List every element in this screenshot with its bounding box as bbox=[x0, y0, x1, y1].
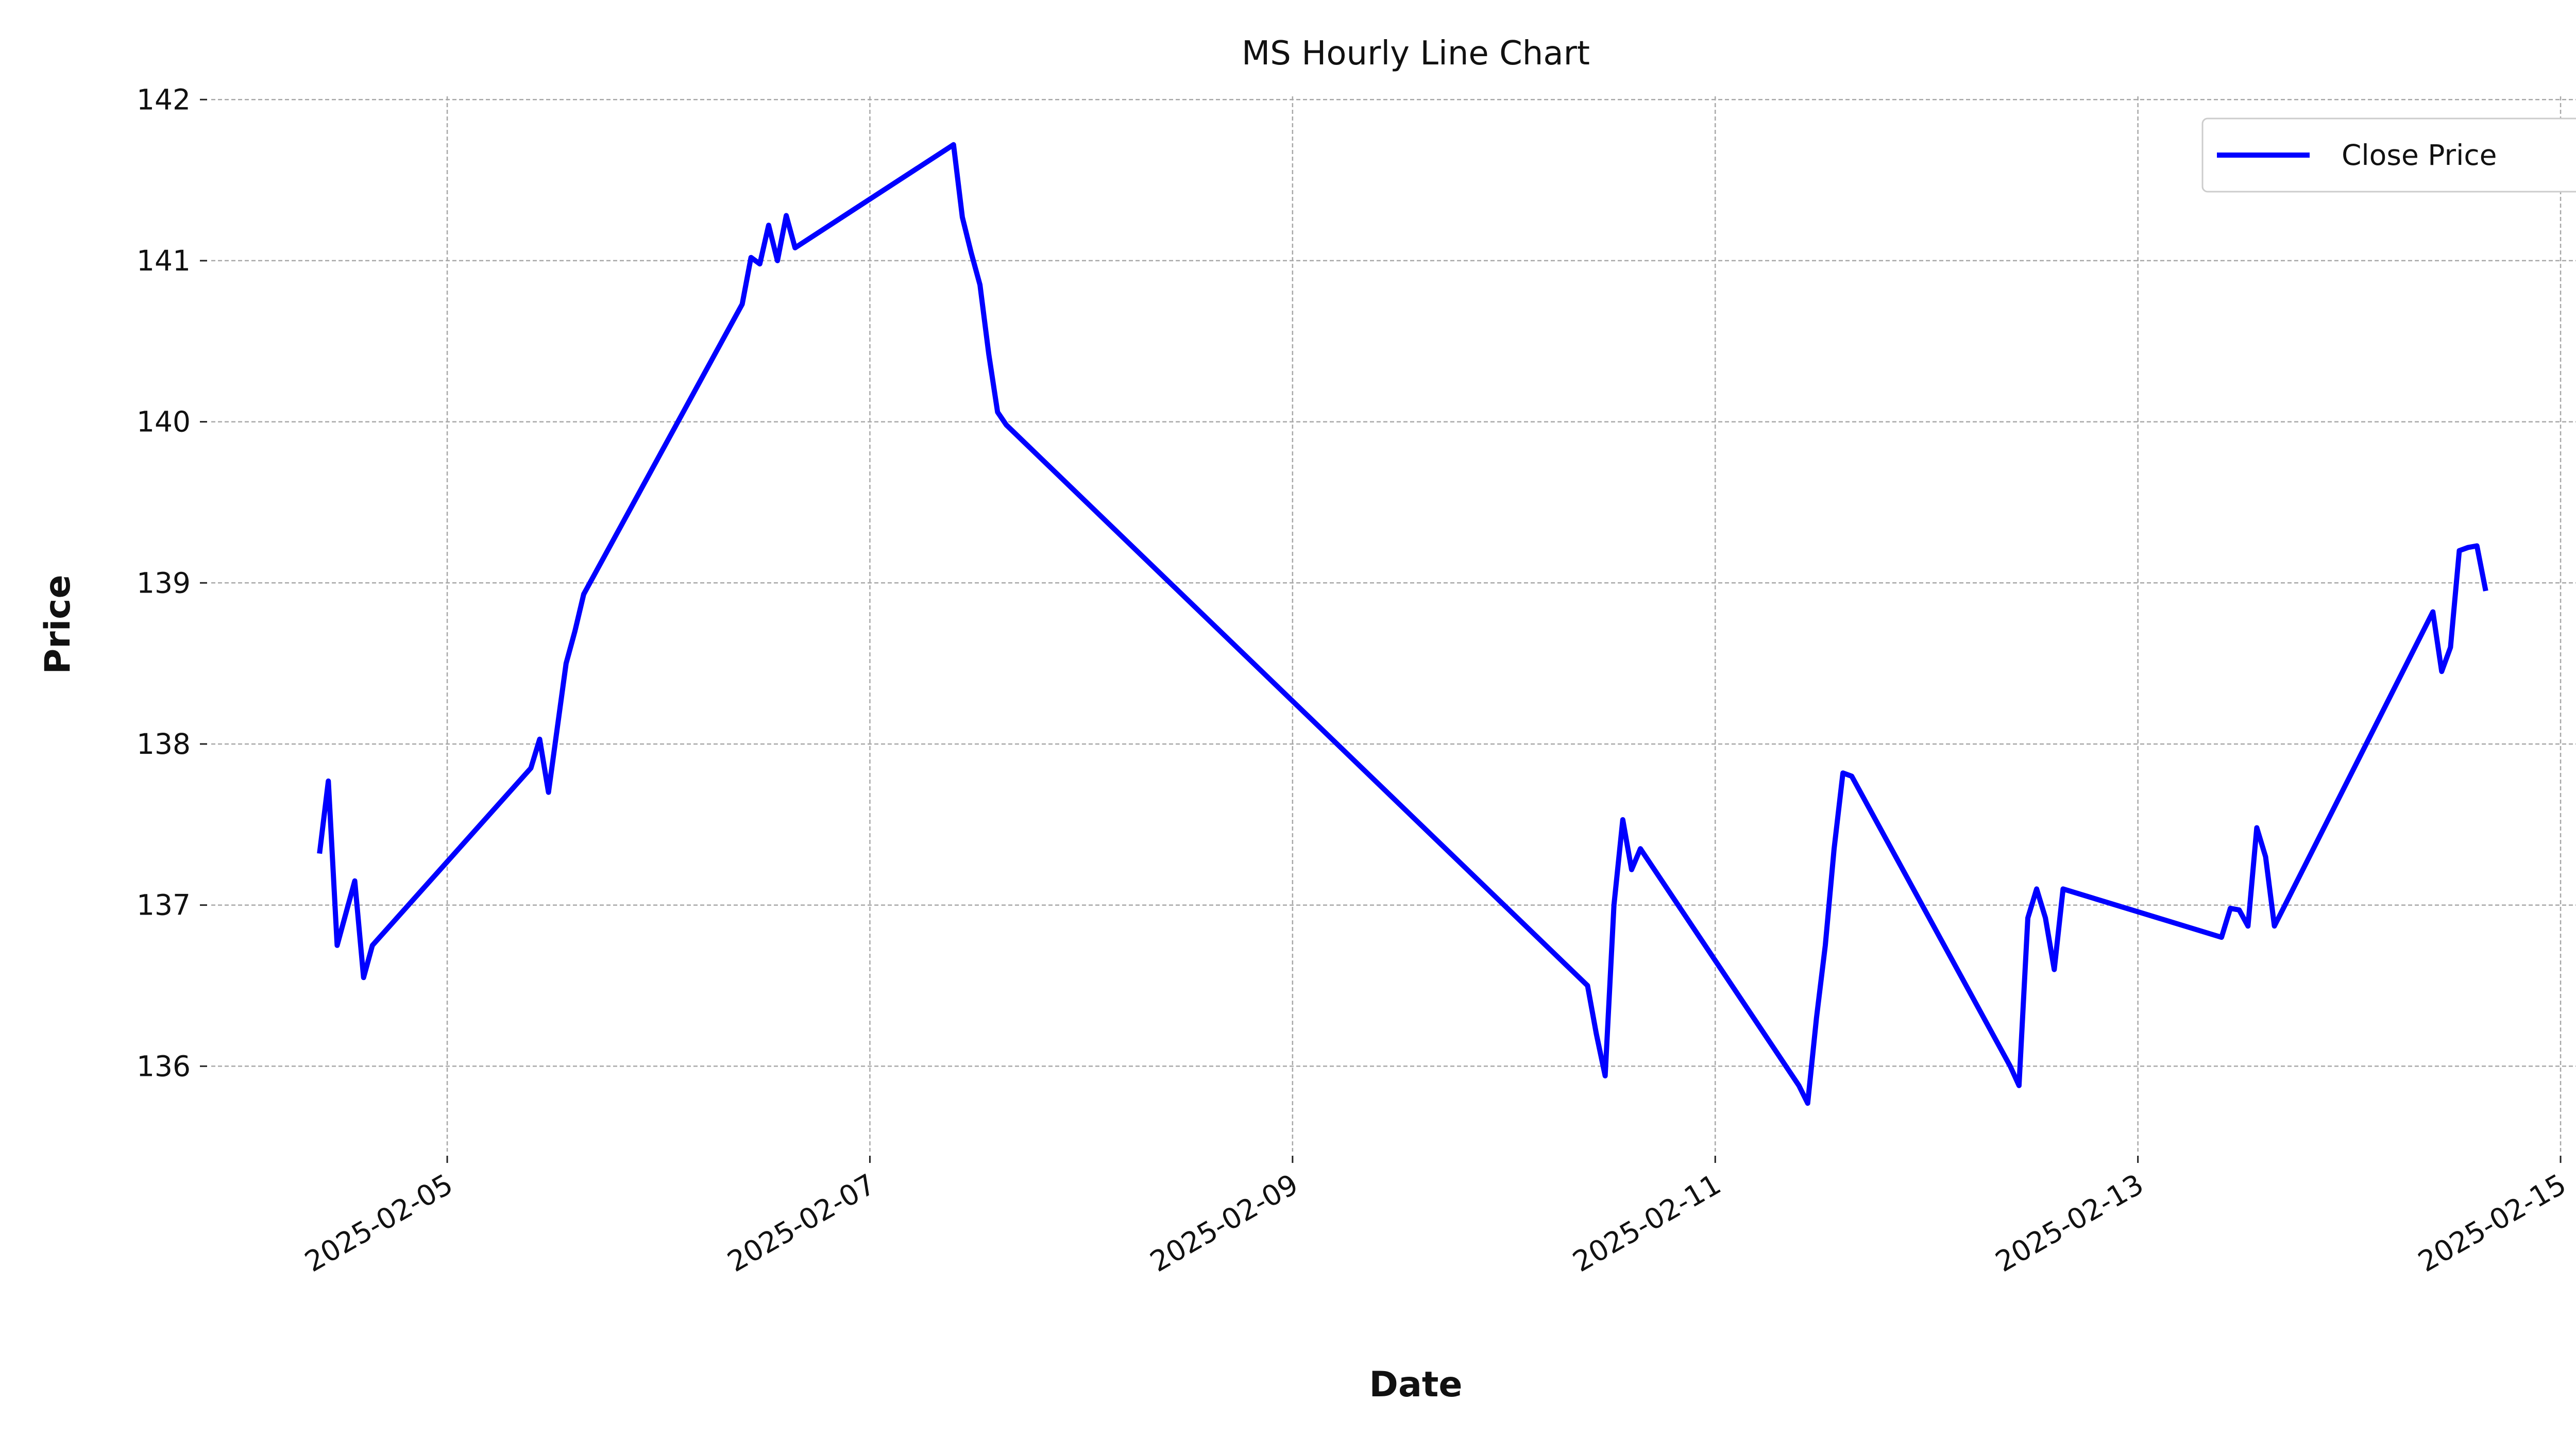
chart-title: MS Hourly Line Chart bbox=[1242, 35, 1590, 73]
legend-box bbox=[2201, 117, 2576, 193]
x-tick-label: 2025-02-13 bbox=[1990, 1168, 2149, 1278]
y-tick-label: 142 bbox=[137, 83, 191, 116]
x-tick-label: 2025-02-11 bbox=[1567, 1168, 1726, 1278]
y-tick-label: 136 bbox=[137, 1050, 191, 1083]
y-tick-label: 137 bbox=[137, 889, 191, 922]
x-tick-label: 2025-02-07 bbox=[722, 1168, 881, 1278]
y-axis-label: Price bbox=[38, 575, 78, 674]
x-tick-label: 2025-02-09 bbox=[1145, 1168, 1304, 1278]
x-axis-label: Date bbox=[1369, 1364, 1463, 1405]
y-tick-label: 138 bbox=[137, 728, 191, 761]
x-tick-label: 2025-02-15 bbox=[2413, 1168, 2572, 1278]
x-tick-label: 2025-02-05 bbox=[299, 1168, 459, 1278]
y-tick-label: 139 bbox=[137, 566, 191, 599]
data-line bbox=[317, 142, 2488, 1106]
y-tick-label: 141 bbox=[137, 244, 191, 277]
y-tick-label: 140 bbox=[137, 406, 191, 438]
legend-label: Close Price bbox=[2342, 139, 2497, 172]
